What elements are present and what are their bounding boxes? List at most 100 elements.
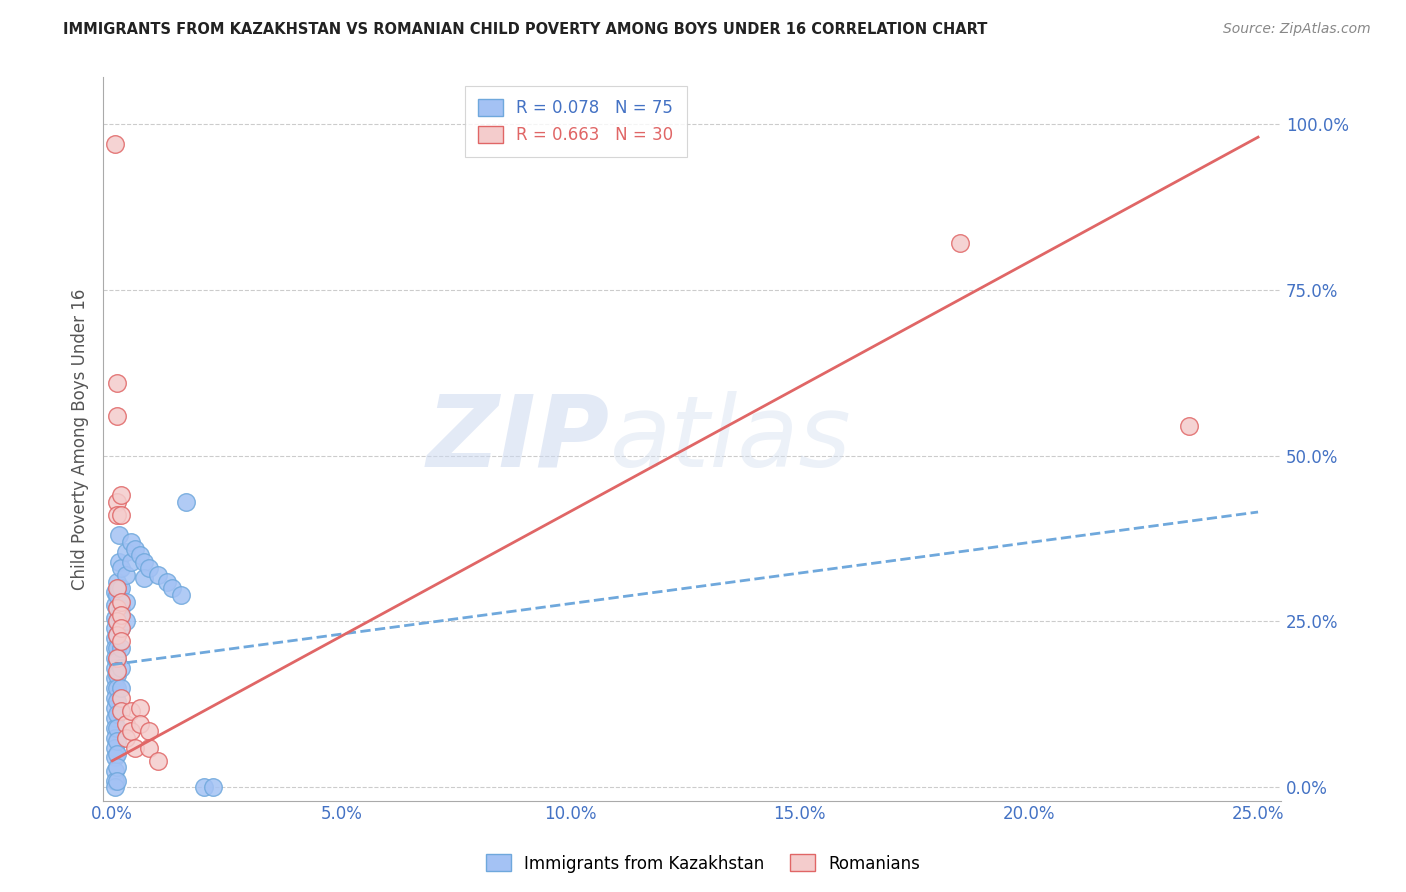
Point (103, 681, 125, 695)
Point (105, 667, 128, 681)
Point (120, 555, 142, 569)
Point (105, 588, 128, 602)
Point (156, 574, 179, 589)
Point (110, 582, 132, 596)
Point (105, 615, 128, 629)
Point (108, 582, 131, 596)
Point (110, 621, 132, 635)
Point (120, 723, 142, 738)
Point (105, 582, 128, 596)
Point (105, 681, 128, 695)
Point (110, 704, 132, 718)
Point (105, 574, 128, 589)
Point (108, 555, 131, 569)
Point (105, 409, 128, 423)
Point (138, 723, 160, 738)
Point (103, 740, 125, 755)
Point (105, 495, 128, 509)
Point (115, 594, 138, 608)
Point (103, 136, 125, 151)
Text: Source: ZipAtlas.com: Source: ZipAtlas.com (1223, 22, 1371, 37)
Point (105, 601, 128, 615)
Point (110, 488, 132, 502)
Point (105, 760, 128, 774)
Point (103, 690, 125, 705)
Point (105, 601, 128, 615)
Point (110, 601, 132, 615)
Point (103, 598, 125, 612)
Point (105, 654, 128, 668)
Point (134, 571, 156, 585)
Point (115, 545, 138, 559)
Point (128, 700, 150, 714)
Point (110, 621, 132, 635)
Point (108, 607, 131, 622)
Point (103, 731, 125, 745)
Point (193, 780, 215, 795)
Point (105, 640, 128, 655)
Point (124, 541, 146, 556)
Point (103, 584, 125, 599)
Point (105, 628, 128, 642)
Point (120, 534, 142, 549)
Point (138, 740, 160, 755)
Point (103, 780, 125, 795)
Point (110, 607, 132, 622)
Point (103, 631, 125, 645)
Legend: R = 0.078   N = 75, R = 0.663   N = 30: R = 0.078 N = 75, R = 0.663 N = 30 (465, 86, 688, 157)
Text: atlas: atlas (610, 391, 851, 488)
Point (160, 582, 183, 596)
Point (103, 640, 125, 655)
Point (105, 651, 128, 665)
Point (103, 651, 125, 665)
Point (110, 594, 132, 608)
Point (110, 640, 132, 655)
Point (170, 588, 193, 602)
Point (103, 700, 125, 714)
Point (105, 707, 128, 722)
Point (105, 773, 128, 788)
Point (110, 661, 132, 675)
Text: ZIP: ZIP (426, 391, 610, 488)
Point (128, 717, 150, 731)
Point (120, 704, 142, 718)
Point (115, 568, 138, 582)
Point (105, 628, 128, 642)
Point (105, 721, 128, 735)
Point (146, 754, 169, 768)
Point (105, 376, 128, 390)
Point (103, 671, 125, 685)
Point (103, 621, 125, 635)
Point (124, 740, 146, 755)
Point (949, 236, 972, 251)
Point (138, 561, 160, 575)
Point (1178, 418, 1201, 433)
Point (115, 615, 138, 629)
Point (108, 528, 131, 542)
Point (105, 665, 128, 679)
Point (115, 717, 138, 731)
Point (105, 734, 128, 748)
Point (103, 721, 125, 735)
Point (103, 661, 125, 675)
Point (110, 681, 132, 695)
Text: IMMIGRANTS FROM KAZAKHSTAN VS ROMANIAN CHILD POVERTY AMONG BOYS UNDER 16 CORRELA: IMMIGRANTS FROM KAZAKHSTAN VS ROMANIAN C… (63, 22, 987, 37)
Point (103, 611, 125, 625)
Point (105, 694, 128, 708)
Legend: Immigrants from Kazakhstan, Romanians: Immigrants from Kazakhstan, Romanians (479, 847, 927, 880)
Point (146, 568, 169, 582)
Point (202, 780, 225, 795)
Point (103, 711, 125, 725)
Point (110, 634, 132, 648)
Y-axis label: Child Poverty Among Boys Under 16: Child Poverty Among Boys Under 16 (72, 288, 89, 590)
Point (110, 690, 132, 705)
Point (110, 508, 132, 523)
Point (174, 495, 197, 509)
Point (105, 747, 128, 761)
Point (115, 731, 138, 745)
Point (110, 561, 132, 575)
Point (103, 750, 125, 764)
Point (105, 508, 128, 523)
Point (105, 615, 128, 629)
Point (134, 555, 156, 569)
